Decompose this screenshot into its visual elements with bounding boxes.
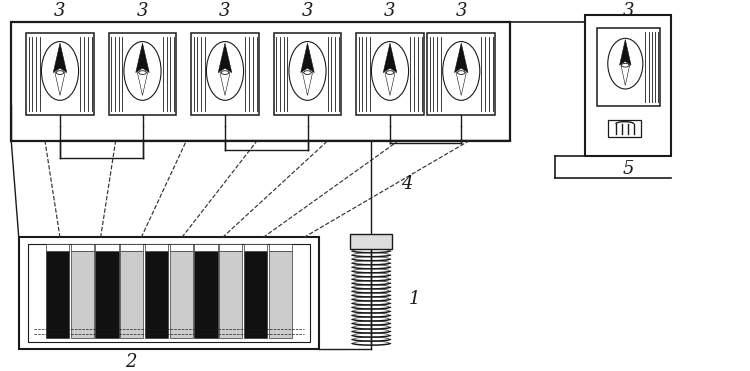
Ellipse shape: [41, 42, 79, 100]
Polygon shape: [301, 43, 314, 73]
Polygon shape: [383, 43, 397, 73]
Polygon shape: [137, 73, 148, 95]
Bar: [219, 244, 242, 251]
Polygon shape: [454, 43, 468, 73]
Bar: [11, 22, 510, 141]
Polygon shape: [456, 73, 466, 95]
Ellipse shape: [124, 42, 161, 100]
Circle shape: [622, 63, 629, 67]
Bar: [170, 251, 193, 338]
Bar: [19, 237, 319, 349]
Ellipse shape: [206, 42, 244, 100]
Bar: [268, 251, 292, 338]
Circle shape: [458, 71, 465, 75]
Bar: [145, 251, 168, 338]
Ellipse shape: [608, 38, 643, 89]
Bar: [219, 251, 242, 338]
Circle shape: [221, 71, 229, 75]
Text: 3: 3: [136, 2, 148, 20]
Text: 5: 5: [622, 160, 634, 178]
Bar: [120, 251, 143, 338]
Bar: [608, 120, 641, 137]
Polygon shape: [218, 43, 232, 73]
Ellipse shape: [289, 42, 326, 100]
Text: 3: 3: [54, 2, 66, 20]
Bar: [191, 33, 259, 115]
Circle shape: [139, 71, 146, 75]
Bar: [28, 244, 310, 342]
Circle shape: [56, 71, 64, 75]
Bar: [274, 33, 341, 115]
Bar: [194, 251, 217, 338]
Bar: [585, 15, 671, 156]
Polygon shape: [620, 40, 631, 65]
Bar: [244, 244, 267, 251]
Bar: [95, 251, 118, 338]
Text: 1: 1: [409, 290, 420, 308]
Text: 4: 4: [401, 175, 412, 193]
Polygon shape: [385, 73, 395, 95]
Bar: [597, 28, 660, 106]
Bar: [170, 244, 193, 251]
Bar: [427, 33, 495, 115]
Bar: [109, 33, 176, 115]
Text: 2: 2: [125, 353, 137, 371]
Bar: [95, 244, 118, 251]
Bar: [70, 251, 94, 338]
Polygon shape: [621, 65, 629, 85]
Polygon shape: [55, 73, 65, 95]
Polygon shape: [136, 43, 149, 73]
Bar: [268, 244, 292, 251]
Circle shape: [304, 71, 311, 75]
Bar: [120, 244, 143, 251]
Bar: [70, 244, 94, 251]
Polygon shape: [220, 73, 230, 95]
Bar: [356, 33, 424, 115]
Bar: [26, 33, 94, 115]
Text: 3: 3: [622, 2, 634, 20]
Bar: [145, 244, 168, 251]
Bar: [244, 251, 267, 338]
Text: 3: 3: [384, 2, 396, 20]
Text: 3: 3: [302, 2, 313, 20]
Text: 3: 3: [219, 2, 231, 20]
Ellipse shape: [371, 42, 409, 100]
Polygon shape: [53, 43, 67, 73]
Circle shape: [386, 71, 394, 75]
Bar: [194, 244, 217, 251]
Bar: [46, 244, 69, 251]
Bar: [46, 251, 69, 338]
Text: 3: 3: [455, 2, 467, 20]
Bar: [350, 234, 392, 249]
Polygon shape: [302, 73, 313, 95]
Ellipse shape: [442, 42, 480, 100]
